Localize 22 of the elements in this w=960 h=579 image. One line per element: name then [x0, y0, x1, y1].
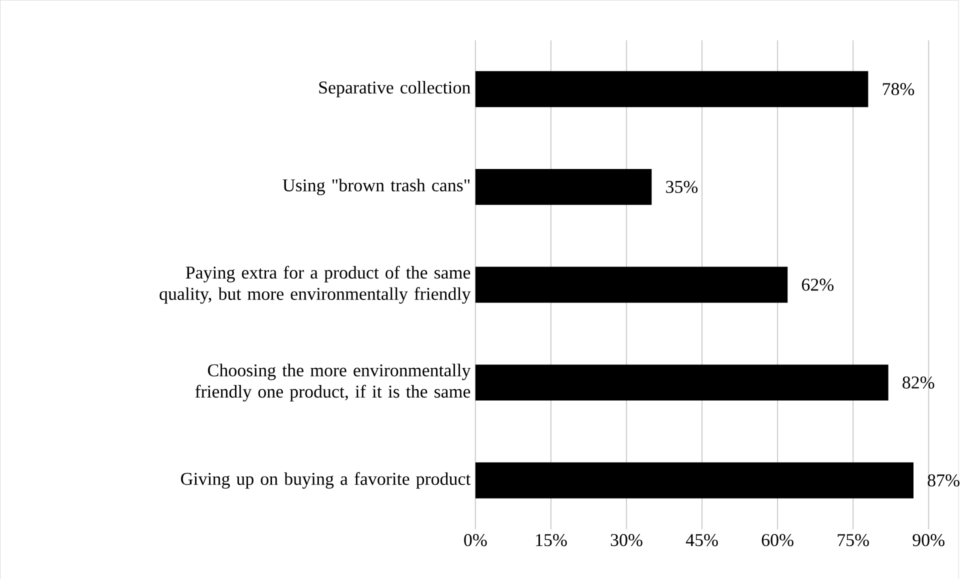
- x-tick-label: 15%: [536, 534, 567, 546]
- data-label: 62%: [802, 278, 834, 291]
- bar: [475, 266, 788, 302]
- data-label: 78%: [882, 82, 914, 95]
- x-tick-label: 30%: [610, 534, 642, 546]
- y-tick-label: Choosing the more environmentally friendly one product, if it is the same: [195, 364, 471, 402]
- y-tick-label: Separative collection: [319, 80, 470, 98]
- y-tick-label: Paying extra for a product of the same quality, but more environmentally friendly: [160, 266, 471, 304]
- data-label: 35%: [666, 180, 698, 193]
- bar: [475, 168, 652, 205]
- bar: [475, 462, 914, 498]
- x-tick-label: 75%: [838, 534, 869, 546]
- x-tick-label: 60%: [762, 534, 794, 546]
- x-tick-label: 45%: [686, 534, 718, 546]
- y-tick-label: Giving up on buying a favorite product: [181, 472, 471, 488]
- y-tick-label: Using "brown trash cans": [282, 178, 470, 195]
- x-tick-label: 90%: [912, 534, 944, 546]
- data-label: 87%: [928, 474, 960, 486]
- bar: [475, 364, 888, 400]
- x-tick-label: 0%: [464, 534, 487, 546]
- data-label: 82%: [902, 376, 934, 388]
- bar: [475, 70, 868, 107]
